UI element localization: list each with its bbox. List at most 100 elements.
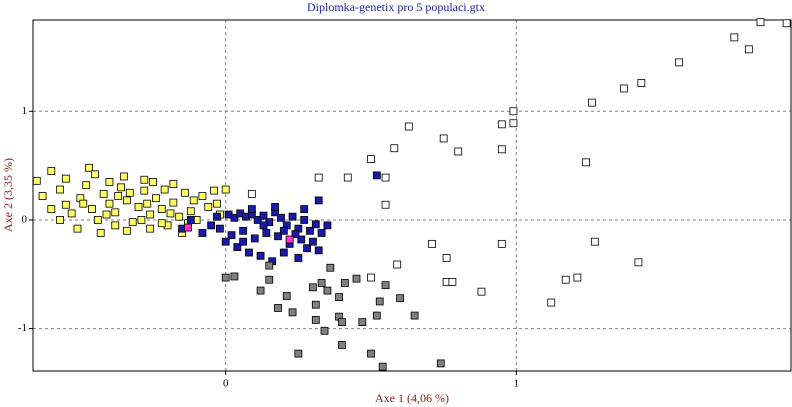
- scatter-point: [367, 273, 375, 282]
- scatter-point: [317, 279, 326, 287]
- scatter-point: [509, 107, 518, 116]
- scatter-point: [509, 119, 518, 128]
- scatter-point: [186, 216, 195, 224]
- scatter-point: [744, 45, 753, 54]
- scatter-point: [247, 205, 256, 213]
- scatter-point: [99, 189, 108, 198]
- scatter-point: [105, 199, 114, 208]
- scatter-point: [338, 318, 346, 326]
- scatter-point: [32, 176, 41, 185]
- scatter-point: [79, 199, 88, 208]
- scatter-point: [311, 316, 320, 324]
- scatter-point: [82, 181, 91, 190]
- scatter-point: [259, 221, 268, 230]
- scatter-point: [166, 209, 175, 218]
- scatter-point: [497, 120, 506, 129]
- scatter-point: [111, 221, 120, 230]
- scatter-point: [314, 196, 323, 205]
- scatter-point: [314, 246, 323, 255]
- scatter-point: [146, 210, 155, 219]
- scatter-point: [256, 286, 265, 295]
- scatter-point: [61, 174, 70, 183]
- scatter-point: [96, 229, 105, 237]
- y-axis-label: Axe 2 (3,35 %): [1, 158, 15, 232]
- scatter-point: [198, 192, 207, 200]
- scatter-point: [381, 173, 390, 182]
- scatter-point: [91, 170, 99, 179]
- scatter-point: [245, 248, 253, 257]
- scatter-point: [122, 196, 131, 205]
- y-tick-label: -1: [18, 322, 27, 334]
- scatter-point: [271, 203, 280, 211]
- scatter-point: [326, 263, 335, 272]
- scatter-point: [372, 311, 381, 320]
- scatter-point: [619, 84, 628, 93]
- scatter-point: [140, 186, 149, 195]
- scatter-point: [314, 173, 323, 182]
- x-tick-label: 0: [223, 378, 229, 390]
- scatter-point: [448, 277, 457, 286]
- plot-frame: [32, 19, 792, 372]
- scatter-point: [274, 304, 282, 312]
- scatter-point: [573, 273, 582, 282]
- scatter-point: [38, 192, 47, 200]
- scatter-point: [404, 122, 413, 131]
- scatter-point: [122, 226, 131, 235]
- scatter-point: [215, 224, 224, 233]
- scatter-point: [294, 254, 303, 262]
- scatter-point: [756, 18, 765, 27]
- scatter-point: [221, 185, 230, 194]
- scatter-point: [358, 318, 367, 326]
- scatter-point: [279, 248, 288, 257]
- scatter-point: [88, 205, 96, 213]
- scatter-point: [343, 173, 352, 182]
- scatter-point: [210, 186, 218, 195]
- scatter-point: [230, 272, 239, 281]
- scatter-point: [730, 33, 739, 42]
- scatter-point: [213, 212, 221, 221]
- scatter-point: [117, 183, 125, 192]
- scatter-point: [497, 145, 506, 154]
- scatter-point: [56, 185, 64, 194]
- scatter-point: [303, 244, 311, 253]
- scatter-point: [102, 210, 111, 219]
- scatter-point: [782, 19, 791, 28]
- scatter-point: [221, 273, 230, 282]
- scatter-point: [221, 237, 230, 246]
- scatter-point: [279, 226, 288, 235]
- scatter-point: [120, 172, 128, 181]
- scatter-point: [320, 326, 329, 335]
- scatter-point: [308, 237, 317, 246]
- scatter-point: [186, 207, 195, 216]
- scatter-point: [114, 192, 123, 200]
- y-tick-label: 0: [22, 213, 28, 225]
- scatter-point: [378, 362, 387, 371]
- scatter-point: [582, 158, 590, 167]
- scatter-point: [233, 243, 242, 252]
- scatter-point: [428, 239, 436, 248]
- scatter-point: [442, 254, 451, 262]
- scatter-point: [239, 226, 248, 235]
- scatter-point: [128, 218, 137, 227]
- scatter-point: [140, 175, 149, 184]
- scatter-point: [105, 178, 114, 186]
- chart-title: Diplomka-genetix pro 5 populaci.gtx: [307, 0, 485, 14]
- scatter-point: [134, 203, 143, 211]
- scatter-point: [256, 251, 265, 260]
- scatter-point: [561, 275, 570, 284]
- scatter-point: [300, 216, 309, 224]
- scatter-point: [56, 216, 64, 224]
- scatter-point: [277, 213, 285, 222]
- scatter-point: [291, 230, 300, 238]
- scatter-point: [239, 237, 248, 246]
- scatter-point: [410, 311, 419, 320]
- scatter-point: [454, 147, 463, 156]
- scatter-point: [198, 229, 207, 237]
- scatter-point: [390, 144, 399, 153]
- scatter-point: [396, 294, 404, 303]
- scatter-point: [265, 261, 274, 270]
- scatter-point: [294, 349, 303, 358]
- scatter-point: [181, 188, 189, 197]
- scatter-point: [308, 283, 317, 292]
